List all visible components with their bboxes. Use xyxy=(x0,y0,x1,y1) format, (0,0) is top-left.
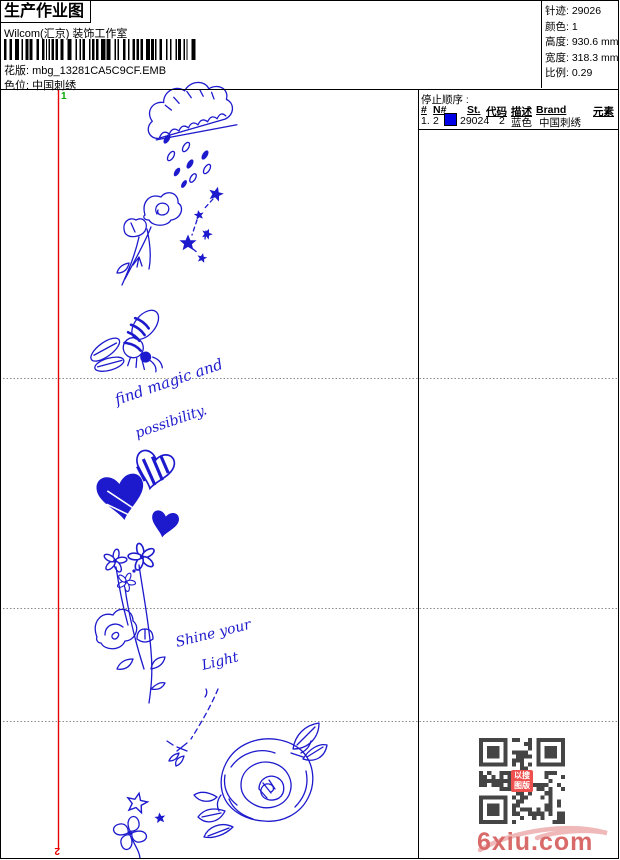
col-hash: # xyxy=(421,104,427,116)
end-point-marker: 2 xyxy=(54,845,60,856)
cloud-motif xyxy=(147,81,238,188)
stitches-value: 29026 xyxy=(571,5,602,17)
watermark-site: 6xiu.com xyxy=(477,828,594,856)
studio-name: Wilcom(汇京) 装饰工作室 xyxy=(4,28,128,40)
colors-value: 1 xyxy=(571,20,578,33)
header-divider xyxy=(1,89,618,90)
height-value: 930.6 mm xyxy=(571,36,619,48)
scale-label: 比例: xyxy=(545,67,569,79)
wildflowers-motif xyxy=(94,539,166,704)
row-brand: 中国刺绣 xyxy=(539,117,581,129)
colorway-line: 色位: 中国刺绣 xyxy=(4,77,76,93)
constellation-motif xyxy=(179,184,226,264)
col-needle: N# xyxy=(433,104,447,116)
height-label: 高度: xyxy=(545,36,569,48)
width-value: 318.3 mm xyxy=(571,51,619,64)
col-code: 代码 xyxy=(486,106,507,118)
barcode xyxy=(4,39,200,60)
qr-seal-line2: 图版 xyxy=(514,781,530,790)
design-text-line2: possibility. xyxy=(133,402,209,441)
page-title: 生产作业图 xyxy=(1,1,91,23)
page-split-lines xyxy=(3,378,617,722)
stop-sequence-title: 停止顺序 : xyxy=(421,94,469,106)
panel-divider xyxy=(418,89,419,858)
pattern-file-line: 花版: mbg_13281CA5C9CF.EMB xyxy=(4,62,166,78)
pattern-file-value: mbg_13281CA5C9CF.EMB xyxy=(32,65,167,77)
bee-motif xyxy=(90,309,163,373)
stop-table-divider xyxy=(418,129,618,130)
col-desc: 描述 xyxy=(511,106,532,118)
design-text-line4: Light xyxy=(199,649,240,674)
row-needle: 2 xyxy=(433,115,439,127)
bouquet-motif xyxy=(116,192,183,286)
qr-seal-logo: 以搜 图版 xyxy=(511,770,533,792)
width-label: 宽度: xyxy=(545,51,569,64)
shooting-trail-motif xyxy=(166,688,219,767)
hearts-motif xyxy=(95,447,180,540)
stitches-label: 针迹: xyxy=(545,5,569,17)
colorway-value: 中国刺绣 xyxy=(32,80,77,92)
design-text-line3: Shine your xyxy=(174,616,254,650)
thread-color-swatch xyxy=(444,113,457,126)
colorway-label: 色位: xyxy=(4,80,30,92)
design-text-line1: find magic and xyxy=(111,355,225,409)
qr-seal-line1: 以搜 xyxy=(514,771,530,780)
row-stitches: 29024 xyxy=(460,115,490,127)
rose-motif xyxy=(193,722,328,839)
scale-value: 0.29 xyxy=(571,67,593,79)
stars-clover-motif xyxy=(112,790,167,858)
pattern-file-label: 花版: xyxy=(4,65,30,77)
design-info-box: 针迹: 29026 颜色: 1 高度: 930.6 mm 宽度: 318.3 m… xyxy=(541,1,618,88)
row-desc: 蓝色 xyxy=(511,117,532,129)
row-code: 2 xyxy=(499,115,505,127)
raindrops xyxy=(163,134,212,188)
col-stitches: St. xyxy=(467,104,481,116)
col-brand: Brand xyxy=(536,104,567,116)
col-elements: 元素 xyxy=(593,106,614,118)
row-index: 1. xyxy=(421,115,430,127)
colors-label: 颜色: xyxy=(545,20,569,33)
